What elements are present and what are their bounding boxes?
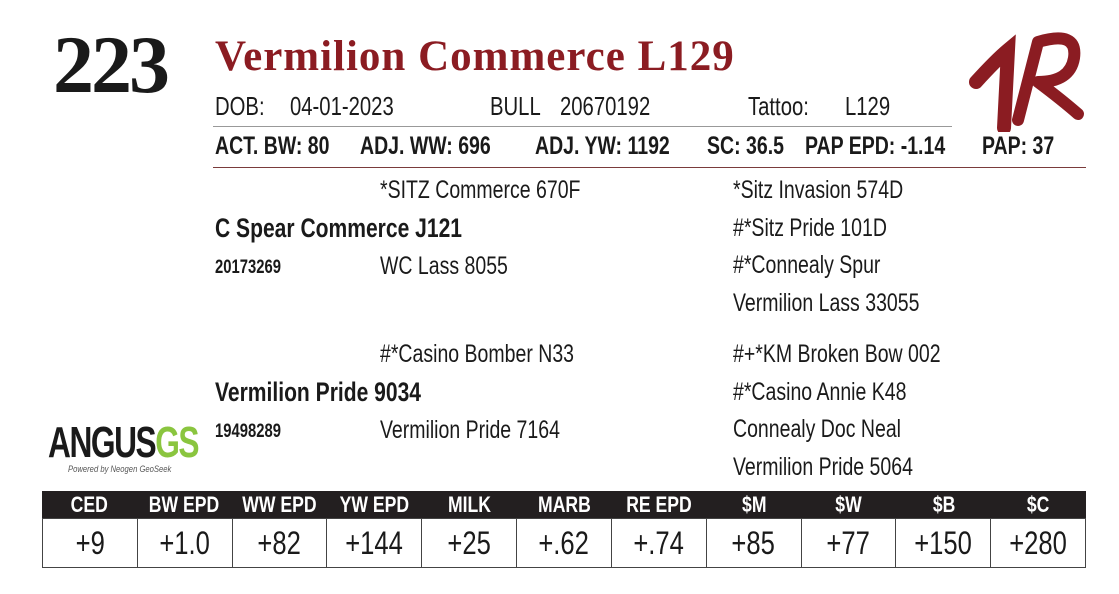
epd-value: +280	[1009, 525, 1067, 561]
stat: ADJ. WW: 696	[360, 132, 491, 160]
stat: ACT. BW: 80	[215, 132, 330, 160]
epd-value: +.62	[538, 525, 590, 561]
info-value: 20670192	[560, 91, 651, 121]
registration: 20173269	[215, 257, 281, 278]
epd-value-cell: +77	[800, 519, 896, 567]
epd-value: +9	[75, 525, 105, 561]
great-grandparent: #+*KM Broken Bow 002	[733, 340, 941, 368]
brand-logo	[969, 32, 1084, 132]
epd-value-cell: +150	[895, 519, 990, 567]
epd-header-cell: YW EPD	[326, 491, 422, 518]
epd-header-cell: MILK EPD	[421, 491, 517, 518]
epd-value-cell: +.62	[516, 519, 611, 567]
epd-header: MARB EPD	[537, 492, 591, 517]
lot-number: 223	[53, 19, 170, 110]
logo-angus: ANGUS	[48, 418, 157, 467]
epd-value-cell: +.74	[610, 519, 706, 567]
epd-header-cell: MARB EPD	[516, 491, 612, 518]
great-grandparent: Connealy Doc Neal	[733, 415, 902, 444]
epd-value-row: +9 +1.0 +82 +144 +25 +.62 +.74 +85 +77 +150 +280	[42, 518, 1086, 568]
epd-value: +85	[731, 525, 776, 561]
brand-stroke	[969, 34, 1016, 132]
epd-header: RE EPD	[626, 492, 692, 517]
epd-header-cell: $B	[896, 491, 992, 518]
logo-gs: GS	[155, 418, 199, 467]
epd-header: YW EPD	[339, 492, 409, 517]
animal-name: Vermilion Commerce L129	[215, 33, 735, 80]
epd-header: $C	[1027, 492, 1050, 517]
epd-value-cell: +85	[705, 519, 801, 567]
epd-value: +82	[257, 525, 302, 561]
epd-header: $M	[741, 492, 767, 517]
great-grandparent: Vermilion Lass 33055	[733, 288, 920, 317]
epd-header-cell: RE EPD	[611, 491, 707, 518]
epd-header: $W	[835, 492, 862, 517]
epd-value-cell: +144	[326, 519, 421, 567]
epd-header-cell: WW EPD	[231, 491, 327, 518]
parent-name: Vermilion Pride 9034	[215, 377, 422, 407]
info-value: 04-01-2023	[290, 91, 394, 121]
grand-dam: Vermilion Pride 7164	[380, 416, 560, 444]
divider	[213, 167, 1086, 168]
info-value: L129	[845, 91, 891, 121]
epd-value: +77	[826, 525, 871, 561]
stat: SC: 36.5	[707, 132, 784, 160]
logo-tagline: Powered by Neogen GeoSeek	[68, 464, 172, 474]
great-grandparent: #*Connealy Spur	[733, 251, 881, 280]
stat: PAP EPD: -1.14	[805, 132, 946, 160]
epd-value-cell: +82	[231, 519, 327, 567]
epd-header-cell: BW EPD	[136, 491, 232, 518]
epd-value: +144	[345, 525, 404, 561]
epd-header-row: CED BW EPD WW EPD YW EPD MILK EPD MARB EPD RE …	[42, 491, 1086, 518]
logo-main: ANGUSGS	[48, 418, 200, 468]
epd-header: MILK EPD	[447, 492, 491, 517]
epd-value-cell: +25	[421, 519, 516, 567]
great-grandparent: Vermilion Pride 5064	[733, 452, 913, 481]
registration: 19498289	[215, 421, 281, 442]
epd-value-cell: +1.0	[136, 519, 232, 567]
great-grandparent: #*Sitz Pride 101D	[733, 213, 887, 242]
stat: PAP: 37	[982, 132, 1055, 160]
grand-sire: *SITZ Commerce 670F	[380, 176, 581, 204]
great-grandparent: *Sitz Invasion 574D	[733, 176, 904, 204]
epd-value: +25	[447, 525, 491, 561]
epd-header-cell: $W	[801, 491, 897, 518]
brand-stroke	[1012, 32, 1084, 126]
great-grandparent: #*Casino Annie K48	[733, 377, 907, 406]
grand-dam: WC Lass 8055	[380, 252, 508, 280]
epd-header: CED	[70, 492, 109, 517]
info-label: BULL	[490, 91, 541, 121]
epd-header: BW EPD	[149, 492, 220, 517]
divider	[213, 126, 952, 127]
epd-header: WW EPD	[242, 492, 317, 517]
epd-value: +1.0	[159, 525, 210, 561]
epd-header: $B	[932, 492, 955, 517]
epd-header-cell: CED	[42, 491, 137, 518]
epd-value-cell: +9	[42, 519, 137, 567]
grand-sire: #*Casino Bomber N33	[380, 340, 575, 368]
epd-value: +.74	[633, 525, 685, 561]
epd-value: +150	[914, 525, 973, 561]
epd-value-cell: +280	[990, 519, 1085, 567]
epd-table: CED BW EPD WW EPD YW EPD MILK EPD MARB EPD RE …	[42, 491, 1086, 568]
epd-header-cell: $C	[991, 491, 1086, 518]
parent-name: C Spear Commerce J121	[215, 213, 463, 243]
info-label: Tattoo:	[748, 91, 809, 121]
info-label: DOB:	[215, 91, 265, 121]
stat: ADJ. YW: 1192	[535, 132, 670, 160]
epd-header-cell: $M	[706, 491, 802, 518]
